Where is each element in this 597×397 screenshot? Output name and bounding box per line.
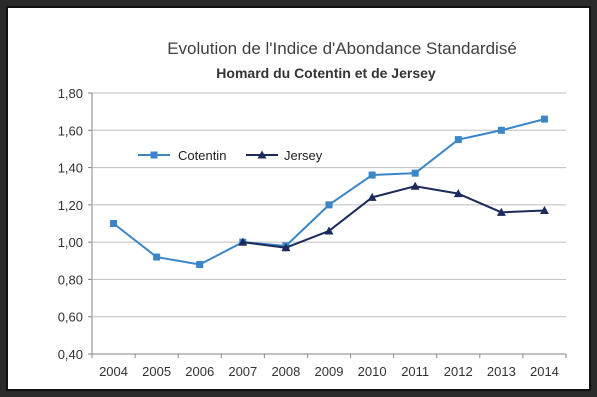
data-point-jersey xyxy=(496,207,506,216)
x-tick-label: 2004 xyxy=(99,364,128,379)
chart-frame: Evolution de l'Indice d'Abondance Standa… xyxy=(6,6,591,391)
x-tick-label: 2007 xyxy=(228,364,257,379)
y-tick-label: 0,60 xyxy=(58,310,83,325)
y-tick-label: 1,20 xyxy=(58,198,83,213)
data-point-cotentin xyxy=(497,126,505,134)
x-tick-label: 2008 xyxy=(271,364,300,379)
x-tick-label: 2006 xyxy=(185,364,214,379)
data-point-cotentin xyxy=(368,171,376,179)
x-tick-label: 2005 xyxy=(142,364,171,379)
data-point-jersey xyxy=(324,226,334,235)
data-point-cotentin xyxy=(325,201,333,209)
data-point-jersey xyxy=(410,181,420,190)
y-tick-label: 1,40 xyxy=(58,161,83,176)
x-tick-label: 2013 xyxy=(487,364,516,379)
legend-label-cotentin: Cotentin xyxy=(178,148,226,163)
x-tick-label: 2012 xyxy=(444,364,473,379)
line-chart: Evolution de l'Indice d'Abondance Standa… xyxy=(58,39,567,379)
legend-marker-jersey xyxy=(257,150,267,159)
y-tick-label: 0,40 xyxy=(58,347,83,362)
y-tick-label: 1,60 xyxy=(58,123,83,138)
x-tick-label: 2009 xyxy=(315,364,344,379)
data-point-jersey xyxy=(453,189,463,198)
legend-marker-cotentin xyxy=(150,151,158,159)
data-point-cotentin xyxy=(411,169,419,177)
data-point-jersey xyxy=(281,243,291,252)
chart-title: Evolution de l'Indice d'Abondance Standa… xyxy=(167,39,517,58)
y-tick-label: 1,00 xyxy=(58,235,83,250)
data-point-jersey xyxy=(539,205,549,214)
data-point-cotentin xyxy=(153,253,161,261)
y-tick-label: 1,80 xyxy=(58,86,83,101)
x-tick-label: 2011 xyxy=(401,364,429,379)
legend-label-jersey: Jersey xyxy=(284,148,323,163)
data-point-cotentin xyxy=(540,115,548,123)
chart-subtitle: Homard du Cotentin et de Jersey xyxy=(216,65,436,81)
data-point-cotentin xyxy=(454,136,462,144)
y-tick-label: 0,80 xyxy=(58,272,83,287)
data-point-jersey xyxy=(367,192,377,201)
data-point-jersey xyxy=(238,237,248,246)
data-point-cotentin xyxy=(196,261,204,269)
data-point-cotentin xyxy=(110,220,118,227)
x-tick-label: 2010 xyxy=(358,364,387,379)
x-tick-label: 2014 xyxy=(530,364,559,379)
series-line-jersey xyxy=(242,185,545,249)
series-line-cotentin xyxy=(112,118,545,266)
